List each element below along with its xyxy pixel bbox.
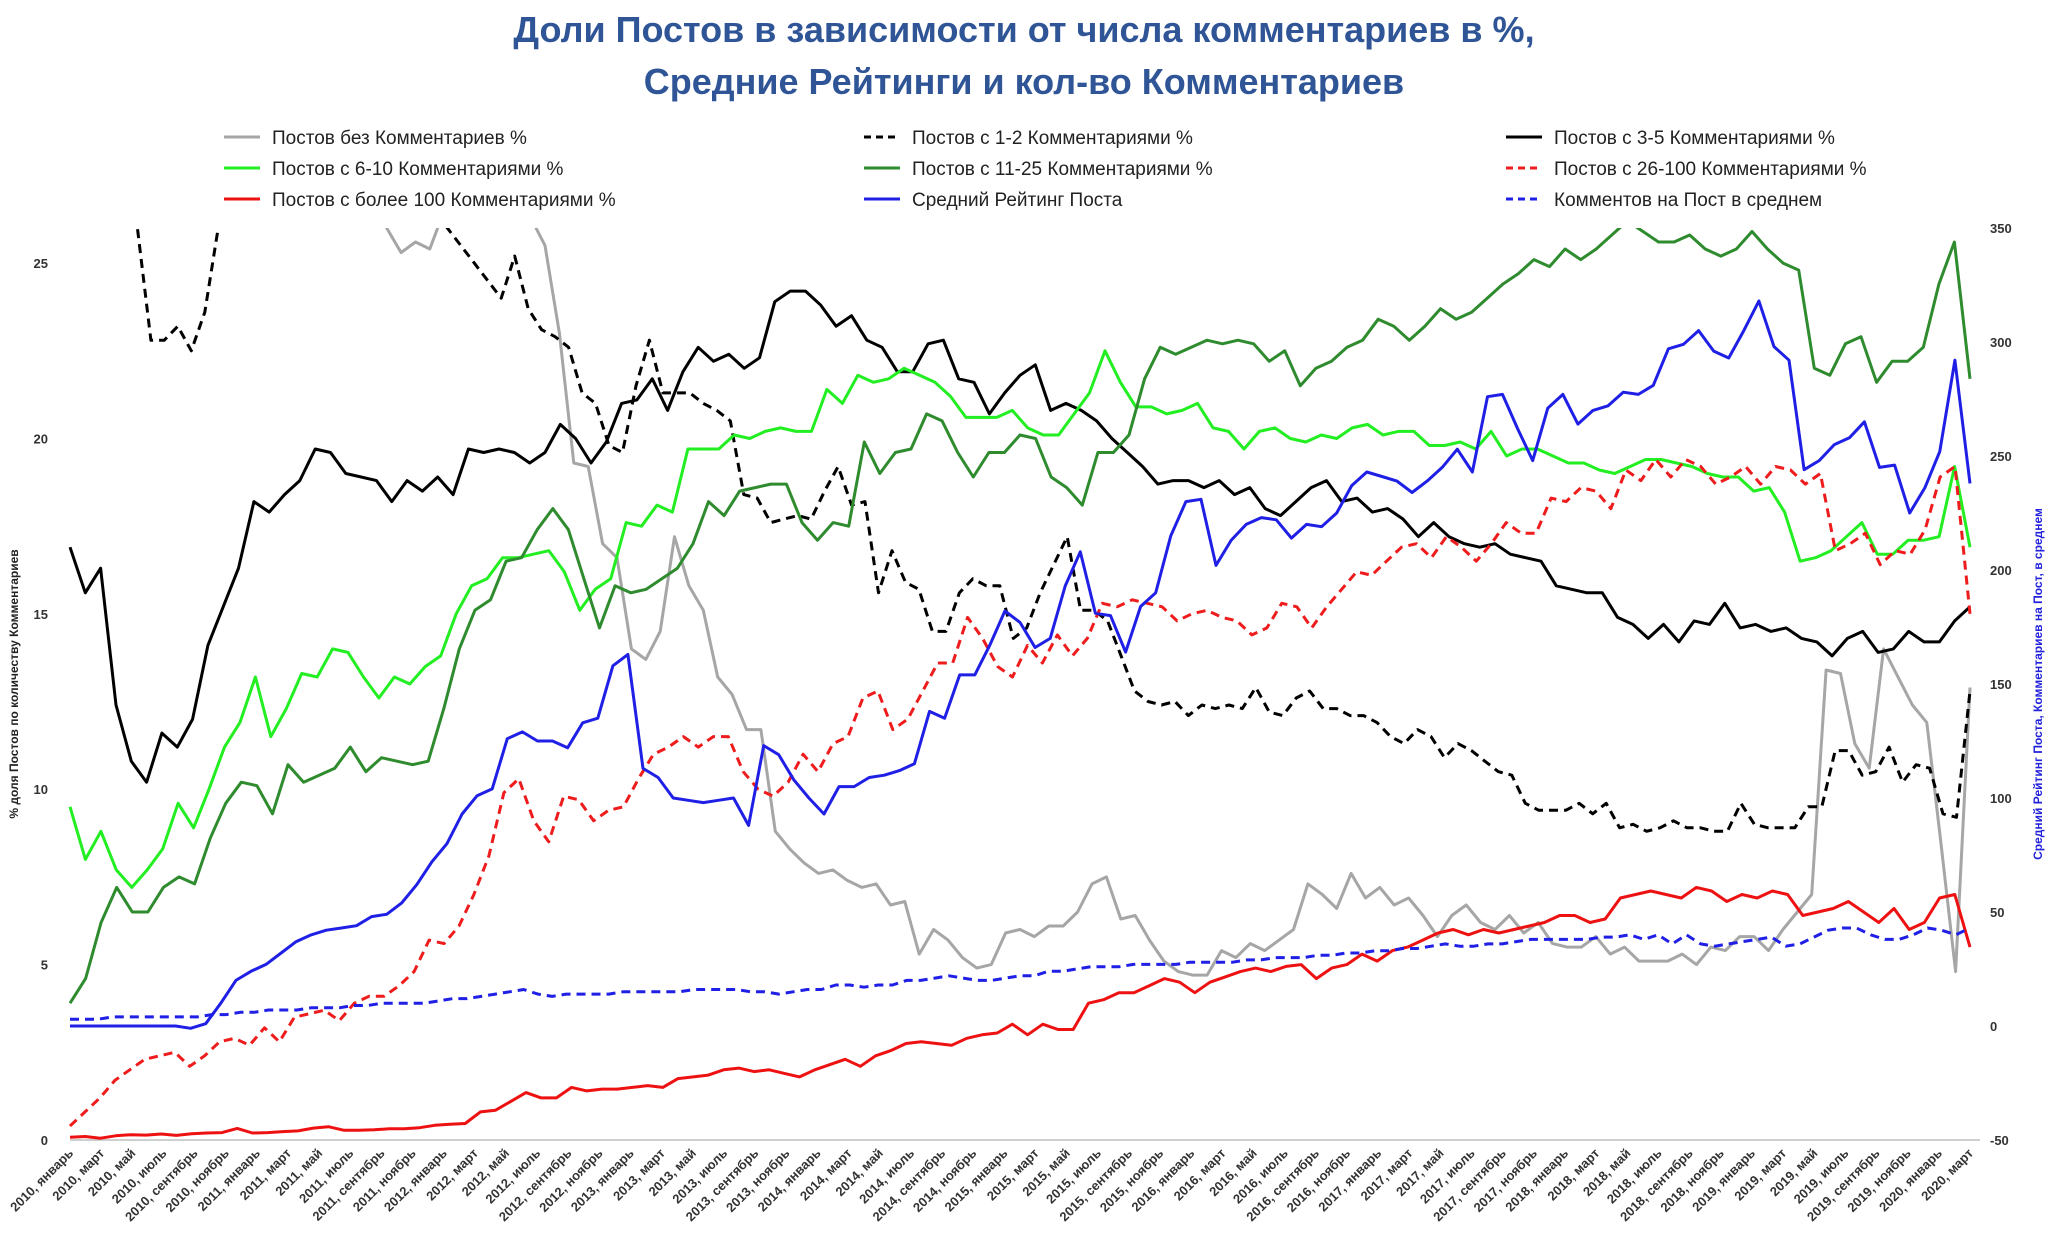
y-tick-label: 20	[34, 431, 48, 446]
y2-tick-label: 200	[1990, 563, 2012, 578]
series-line-7	[70, 299, 1972, 1030]
y2-tick-label: 300	[1990, 335, 2012, 350]
legend-label: Постов с 11-25 Комментариями %	[912, 159, 1213, 180]
y-axis-title: % доля Постов по количеству Комментариев	[7, 549, 21, 818]
legend-label: Постов без Комментариев %	[272, 128, 527, 149]
series-line-5	[68, 458, 1972, 1128]
chart-title-line-1: Доли Постов в зависимости от числа комме…	[513, 9, 1535, 50]
chart-series	[68, 228, 1972, 1140]
legend-label: Постов с 3-5 Комментариями %	[1554, 128, 1835, 149]
y-tick-label: 15	[34, 607, 48, 622]
y2-axis-title: Средний Рейтинг Поста, Комментариев на П…	[2031, 508, 2045, 860]
y-tick-label: 25	[34, 256, 48, 271]
y-tick-label: 5	[41, 958, 48, 973]
legend-label: Комментов на Пост в среднем	[1554, 190, 1822, 211]
y-tick-label: 10	[34, 782, 48, 797]
legend-label: Постов с 6-10 Комментариями %	[272, 159, 564, 180]
legend-label: Постов с 1-2 Комментариями %	[912, 128, 1193, 149]
y2-tick-label: 250	[1990, 449, 2012, 464]
y2-tick-label: 350	[1990, 221, 2012, 236]
legend-label: Постов с 26-100 Комментариями %	[1554, 159, 1867, 180]
series-line-2	[68, 289, 1972, 784]
chart-legend: Постов без Комментариев % Постов с 1-2 Ко…	[224, 128, 1867, 211]
series-line-8	[70, 926, 1971, 1021]
series-line-6	[69, 885, 1972, 1140]
legend-label: Постов с более 100 Комментариями %	[272, 190, 616, 211]
y-tick-label: 0	[41, 1133, 48, 1148]
series-line-3	[68, 349, 1972, 889]
series-line-0	[385, 228, 1972, 977]
series-line-4	[68, 228, 1972, 1005]
y2-tick-label: -50	[1990, 1133, 2009, 1148]
y2-tick-label: 100	[1990, 791, 2012, 806]
legend-label: Средний Рейтинг Поста	[912, 190, 1123, 211]
chart-title-line-2: Средние Рейтинги и кол-во Комментариев	[643, 61, 1405, 102]
y2-tick-label: 0	[1990, 1019, 1997, 1034]
y2-tick-label: 150	[1990, 677, 2012, 692]
y2-tick-label: 50	[1990, 905, 2004, 920]
